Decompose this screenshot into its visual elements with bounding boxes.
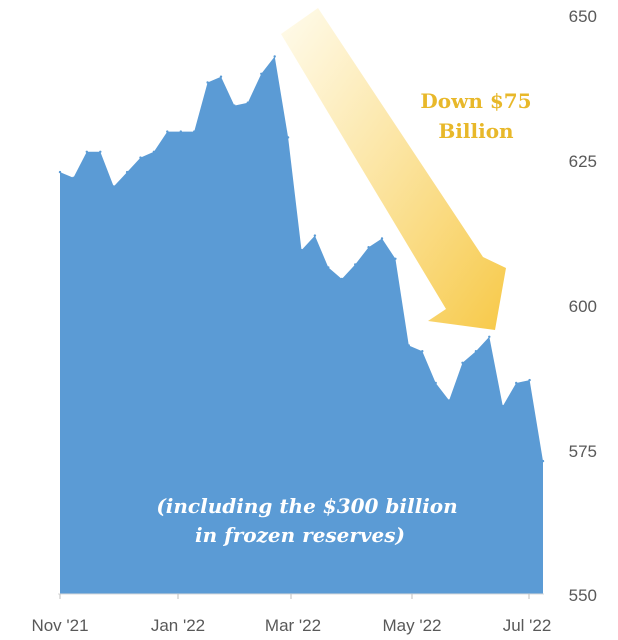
y-axis-ticks: 650 625 600 575 550 [569,7,597,605]
y-tick-label: 575 [569,442,597,461]
callout-line-1: Down $75 [420,89,531,113]
reserves-area [60,56,543,594]
decline-arrow [281,8,506,330]
data-point [488,335,491,338]
x-tick-label: Mar '22 [265,616,321,635]
data-point [112,185,115,188]
x-tick-label: May '22 [383,616,442,635]
data-point [179,130,182,133]
data-point [367,246,370,249]
data-points [58,55,545,463]
data-point [394,257,397,260]
x-tick-label: Jan '22 [151,616,205,635]
data-point [407,344,410,347]
data-point [354,263,357,266]
data-point [139,156,142,159]
data-point [421,350,424,353]
data-point [313,234,317,237]
data-point [340,277,343,281]
data-point [99,150,102,153]
x-tick-label: Jul '22 [503,616,552,635]
y-tick-label: 550 [569,586,597,605]
data-point [206,81,209,84]
data-point [541,459,545,463]
data-point [474,350,478,353]
data-point [501,404,504,408]
data-point [85,150,89,153]
data-point [219,75,223,78]
note-line-1: (including the $300 billion [156,494,457,518]
data-point [434,381,437,385]
y-tick-label: 625 [569,152,597,171]
data-point [260,72,263,76]
x-axis: Nov '21 Jan '22 Mar '22 May '22 Jul '22 [31,593,552,635]
data-point [58,170,62,174]
data-point [233,104,236,107]
data-point [380,237,384,240]
data-point [461,361,464,364]
data-point [300,248,303,252]
data-point [193,130,196,133]
data-point [327,266,330,269]
data-point [286,136,290,139]
data-point [528,378,531,382]
y-tick-label: 600 [569,297,597,316]
data-point [125,170,129,174]
x-tick-label: Nov '21 [31,616,88,635]
callout-line-2: Billion [438,119,514,143]
data-point [447,399,451,402]
data-point [273,55,276,58]
data-point [246,101,249,104]
note-line-2: in frozen reserves) [195,523,405,547]
y-tick-label: 650 [569,7,597,26]
data-point [72,176,75,179]
data-point [515,381,518,385]
data-point [166,130,169,133]
data-point [152,150,156,153]
